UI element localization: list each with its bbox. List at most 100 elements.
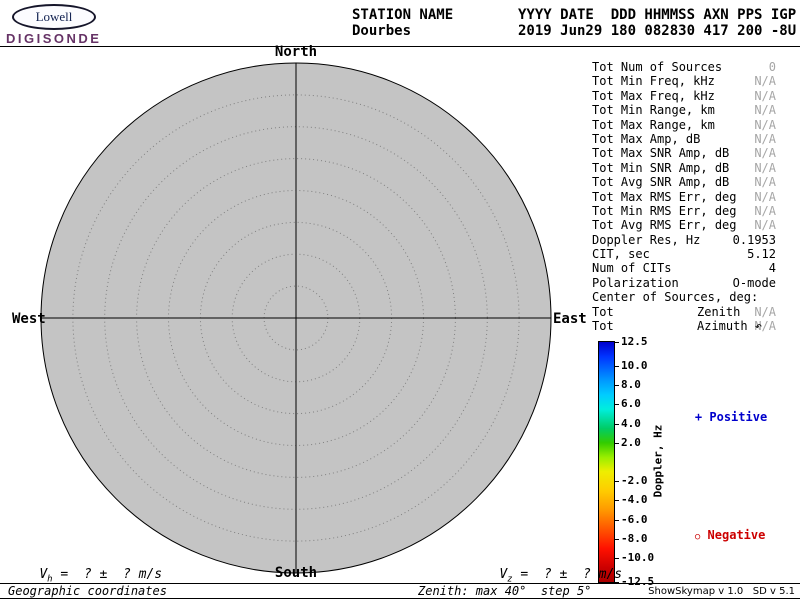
stat-value: N/A (754, 203, 776, 218)
vz-symbol: V (499, 567, 508, 582)
stat-label: Tot Min Freq, kHz (592, 74, 715, 89)
vh-value: Vh = ? ± ? m/s (8, 552, 162, 600)
stat-label: Tot Max RMS Err, deg (592, 189, 737, 204)
stat-value: N/A (754, 218, 776, 233)
plus-marker-icon: + (694, 410, 703, 424)
stat-label: CIT, sec (592, 247, 650, 262)
stat-value: O-mode (732, 275, 776, 290)
stat-row: Doppler Res, Hz 0.1953 (592, 233, 776, 247)
colorbar-tick-mark (615, 519, 619, 521)
east-label: East (553, 311, 587, 327)
colorbar-tick-mark (615, 342, 619, 343)
version-label: ShowSkymap v 1.0 SD v 5.1 (648, 586, 795, 597)
stat-label: Tot Max SNR Amp, dB (592, 146, 730, 161)
station-name-value: Dourbes (352, 23, 412, 39)
stat-row: CIT, sec 5.12 (592, 247, 776, 261)
stat-value: 0.1953 (732, 232, 776, 247)
stat-row: Tot Min SNR Amp, dB N/A (592, 161, 776, 175)
lowell-logo-ellipse: Lowell (12, 4, 96, 30)
stat-row: Num of CITs 4 (592, 261, 776, 275)
north-label: North (274, 44, 318, 60)
stat-label: Tot Min RMS Err, deg (592, 203, 737, 218)
stat-label: Polarization (592, 275, 679, 290)
stat-label: Tot Min SNR Amp, dB (592, 160, 730, 175)
station-name-label: STATION NAME (352, 7, 454, 23)
colorbar-tick-mark (615, 481, 619, 483)
stat-label: Center of Sources, deg: (592, 290, 759, 305)
stat-row: Tot Max Freq, kHz N/A (592, 89, 776, 103)
stat-value: N/A (754, 131, 776, 146)
colorbar-tick-label: 10.0 (621, 359, 648, 372)
colorbar-tick-mark (615, 385, 619, 387)
stat-value: 0 (768, 60, 776, 74)
stat-label: Doppler Res, Hz (592, 232, 701, 247)
skymap-plot (40, 62, 552, 574)
stat-value: N/A (754, 103, 776, 118)
stat-row: Tot Min Range, km N/A (592, 103, 776, 117)
footer-separator-line (0, 583, 800, 584)
stat-value: N/A (754, 175, 776, 190)
stat-mid-label: Zenith (697, 304, 741, 319)
colorbar-tick-label: 12.5 (621, 335, 648, 348)
circle-marker-icon: ○ (694, 532, 701, 542)
legend-negative-label: Negative (700, 528, 766, 542)
stat-label: Tot Max Freq, kHz (592, 88, 715, 103)
stat-value: N/A (754, 146, 776, 161)
colorbar: 12.5 10.0 8.0 6.0 4.0 2.0 -2.0 -4.0 -6.0 -8.0 -10.… (598, 336, 688, 588)
colorbar-tick-mark (615, 558, 619, 559)
colorbar-tick-label: 6.0 (621, 397, 641, 411)
legend-negative: ○ Negative (666, 514, 765, 556)
stat-row: Tot Azimuth ↶ N/A (592, 319, 776, 333)
stat-label: Tot Max Amp, dB (592, 131, 701, 146)
coordinates-label: Geographic coordinates (8, 584, 167, 598)
logo-name: Lowell (35, 9, 73, 24)
header-fields-values: 2019 Jun29 180 082830 417 200 -8U (518, 23, 797, 39)
colorbar-tick-label: -2.0 (621, 474, 648, 488)
legend-positive: + Positive (666, 396, 767, 438)
colorbar-tick-label: -4.0 (621, 493, 648, 507)
colorbar-tick-mark (615, 366, 619, 367)
stat-row: Tot Min Freq, kHz N/A (592, 74, 776, 88)
stat-label: Tot Min Range, km (592, 103, 715, 118)
colorbar-tick-mark (615, 423, 619, 425)
stats-panel: Tot Num of Sources 0 Tot Min Freq, kHz N/A T… (592, 60, 776, 333)
colorbar-tick-mark (615, 442, 619, 444)
stat-row: Tot Avg RMS Err, deg N/A (592, 218, 776, 232)
vz-rest: = ? ± ? m/s (512, 567, 623, 582)
colorbar-tick-label: -8.0 (621, 531, 648, 545)
header-separator-line (0, 46, 800, 47)
colorbar-gradient (598, 341, 615, 583)
colorbar-tick-label: 8.0 (621, 378, 641, 392)
stat-row: Center of Sources, deg: (592, 290, 776, 304)
colorbar-tick-label: 2.0 (621, 435, 641, 449)
vh-rest: = ? ± ? m/s (52, 567, 163, 582)
stat-row: Tot Num of Sources 0 (592, 60, 776, 74)
stat-row: Tot Max Range, km N/A (592, 118, 776, 132)
south-label: South (274, 565, 318, 581)
stat-row: Tot Max RMS Err, deg N/A (592, 190, 776, 204)
stat-row: Tot Avg SNR Amp, dB N/A (592, 175, 776, 189)
colorbar-tick-label: -12.5 (621, 575, 655, 588)
colorbar-title: Doppler, Hz (651, 424, 665, 498)
vz-subscript: z (507, 574, 513, 585)
stat-row: Tot Min RMS Err, deg N/A (592, 204, 776, 218)
stat-label: Tot Max Range, km (592, 117, 715, 132)
window-bottom-border (0, 598, 800, 599)
stat-value: N/A (754, 189, 776, 204)
stat-row: Tot Zenith N/A (592, 305, 776, 319)
colorbar-tick-mark (615, 404, 619, 406)
zenith-step-label: Zenith: max 40° step 5° (418, 584, 592, 598)
vh-symbol: V (39, 567, 48, 582)
west-label: West (12, 311, 46, 327)
vh-subscript: h (47, 574, 53, 585)
logo-product: DIGISONDE (6, 31, 102, 46)
stat-value: 5.12 (747, 247, 776, 262)
stat-value: N/A (754, 304, 776, 319)
stat-value: N/A (754, 117, 776, 132)
stat-row: Tot Max SNR Amp, dB N/A (592, 146, 776, 160)
stat-label: Tot (592, 319, 614, 334)
stat-label: Tot Avg RMS Err, deg (592, 218, 737, 233)
vz-value: Vz = ? ± ? m/s (468, 552, 622, 600)
colorbar-tick-mark (615, 538, 619, 540)
stat-value: 4 (768, 261, 776, 276)
